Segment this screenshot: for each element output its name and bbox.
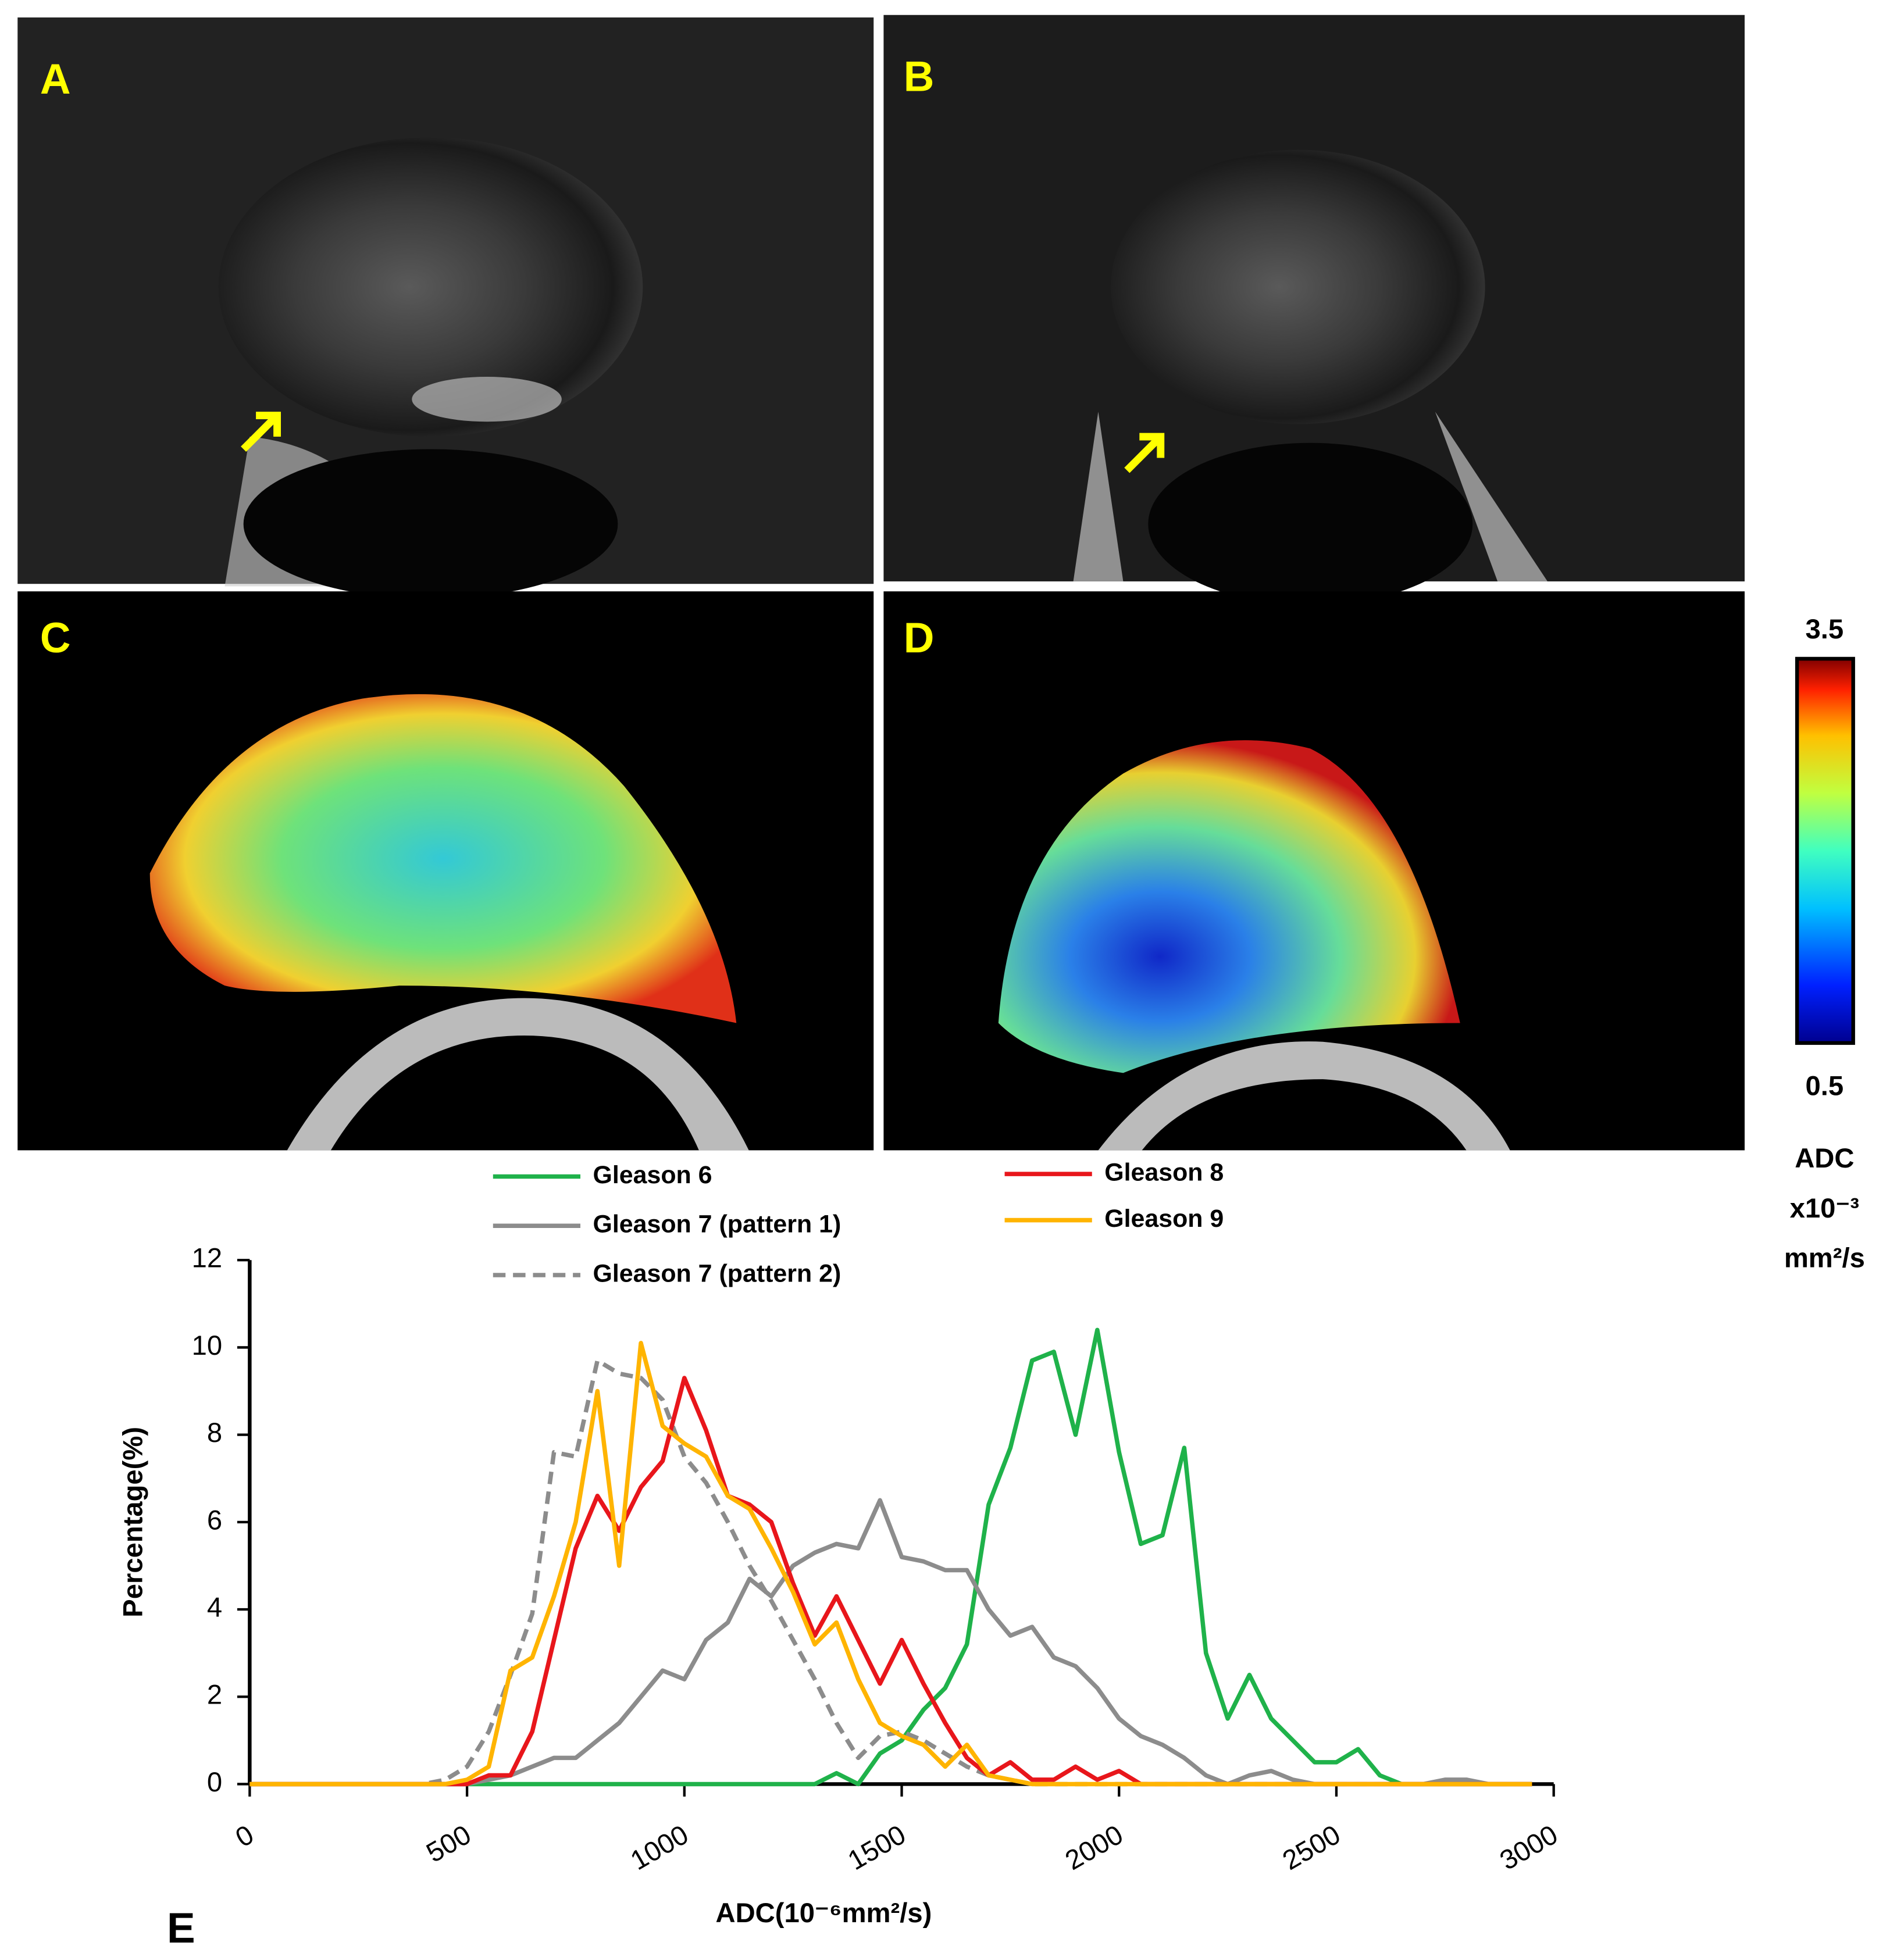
x-axis-label: ADC(10⁻⁶mm²/s) xyxy=(716,1898,932,1929)
legend-label: Gleason 7 (pattern 2) xyxy=(593,1259,841,1287)
colorbar-max: 3.5 xyxy=(1806,614,1844,645)
panel-a xyxy=(17,17,874,599)
y-tick-label: 8 xyxy=(207,1418,222,1448)
colorbar-label: mm²/s xyxy=(1784,1243,1865,1274)
series-line xyxy=(249,1327,1532,1787)
panel-label: C xyxy=(40,615,71,662)
panel-c xyxy=(17,591,874,1151)
y-axis-label: Percentage(%) xyxy=(117,1427,148,1618)
x-tick-label: 2500 xyxy=(1278,1819,1346,1876)
colorbar xyxy=(1795,656,1855,1045)
x-tick-label: 3000 xyxy=(1495,1819,1563,1876)
legend-label: Gleason 7 (pattern 1) xyxy=(593,1211,841,1238)
x-tick-label: 1500 xyxy=(843,1819,911,1876)
panel-label: A xyxy=(40,56,71,103)
colorbar-label: ADC xyxy=(1795,1143,1854,1174)
y-tick-label: 12 xyxy=(192,1243,223,1274)
panel-d xyxy=(883,591,1745,1151)
legend-label: Gleason 9 xyxy=(1104,1205,1224,1233)
y-tick-label: 6 xyxy=(207,1505,222,1536)
colorbar-min: 0.5 xyxy=(1806,1071,1844,1102)
y-tick-label: 4 xyxy=(207,1593,222,1623)
panel-b xyxy=(883,15,1745,605)
y-tick-label: 2 xyxy=(207,1680,222,1711)
x-tick-label: 500 xyxy=(421,1819,476,1869)
series-line xyxy=(249,1498,1532,1787)
x-tick-label: 1000 xyxy=(625,1819,693,1876)
panel-label: E xyxy=(167,1905,195,1952)
panel-label: D xyxy=(904,615,935,662)
series-line xyxy=(249,1358,1532,1787)
x-tick-label: 0 xyxy=(230,1819,259,1854)
series-line xyxy=(249,1376,1532,1787)
panel-label: B xyxy=(904,53,935,101)
colorbar-label: x10⁻³ xyxy=(1790,1193,1859,1224)
series-line xyxy=(249,1341,1532,1787)
y-tick-label: 0 xyxy=(207,1767,222,1798)
legend-label: Gleason 6 xyxy=(593,1161,712,1189)
x-tick-label: 2000 xyxy=(1060,1819,1128,1876)
y-tick-label: 10 xyxy=(192,1330,223,1361)
legend-label: Gleason 8 xyxy=(1104,1158,1224,1186)
